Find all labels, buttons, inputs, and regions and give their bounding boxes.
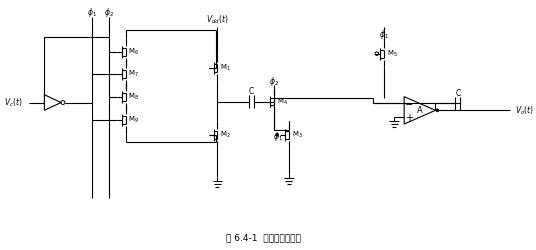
Text: $V_{dd}(t)$: $V_{dd}(t)$ bbox=[206, 13, 229, 26]
Text: $\phi_1$: $\phi_1$ bbox=[273, 130, 283, 143]
Circle shape bbox=[276, 133, 279, 136]
Text: $\phi_2$: $\phi_2$ bbox=[104, 6, 114, 19]
Text: 图 6.4-1  开关电容调制器: 图 6.4-1 开关电容调制器 bbox=[226, 233, 301, 242]
Circle shape bbox=[436, 109, 439, 112]
Text: M$_8$: M$_8$ bbox=[129, 92, 139, 102]
Text: A: A bbox=[417, 106, 423, 115]
Text: M$_7$: M$_7$ bbox=[129, 69, 139, 79]
Text: M$_5$: M$_5$ bbox=[386, 48, 397, 59]
Text: $\phi_1$: $\phi_1$ bbox=[87, 6, 97, 19]
Text: M$_4$: M$_4$ bbox=[277, 96, 288, 107]
Text: $V_o(t)$: $V_o(t)$ bbox=[515, 104, 534, 117]
Text: C: C bbox=[249, 87, 254, 96]
Text: $+$: $+$ bbox=[405, 112, 414, 123]
Text: M$_6$: M$_6$ bbox=[129, 46, 139, 57]
Text: M$_1$: M$_1$ bbox=[220, 63, 231, 74]
Text: $-$: $-$ bbox=[405, 98, 414, 108]
Text: M$_3$: M$_3$ bbox=[292, 130, 302, 140]
Text: M$_9$: M$_9$ bbox=[129, 115, 139, 125]
Text: $\phi_1$: $\phi_1$ bbox=[378, 28, 389, 40]
Text: $V_c(t)$: $V_c(t)$ bbox=[4, 96, 23, 109]
Text: M$_2$: M$_2$ bbox=[220, 130, 231, 140]
Text: $\phi_2$: $\phi_2$ bbox=[269, 74, 279, 88]
Text: C: C bbox=[455, 89, 460, 98]
